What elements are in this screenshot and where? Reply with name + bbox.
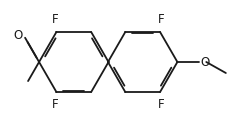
Text: F: F [158, 13, 165, 26]
Text: F: F [52, 98, 59, 111]
Text: F: F [158, 98, 165, 111]
Text: O: O [201, 56, 210, 68]
Text: O: O [13, 29, 23, 42]
Text: F: F [52, 13, 59, 26]
